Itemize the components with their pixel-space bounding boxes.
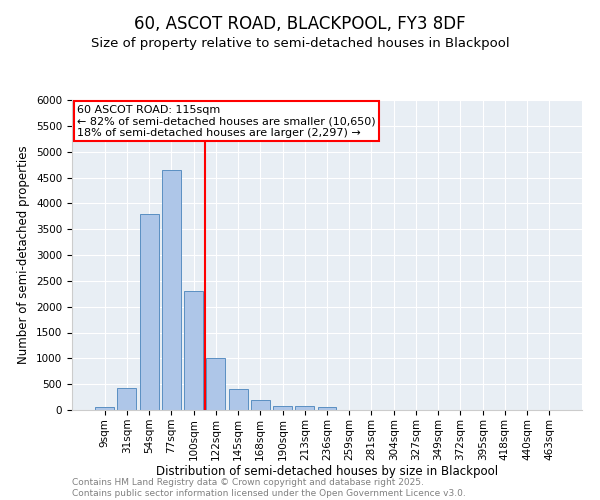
Bar: [162, 170, 181, 410]
Text: Size of property relative to semi-detached houses in Blackpool: Size of property relative to semi-detach…: [91, 38, 509, 51]
Y-axis label: Number of semi-detached properties: Number of semi-detached properties: [17, 146, 31, 364]
Bar: [251, 400, 270, 410]
Bar: [273, 406, 292, 410]
X-axis label: Distribution of semi-detached houses by size in Blackpool: Distribution of semi-detached houses by …: [156, 466, 498, 478]
Text: 60, ASCOT ROAD, BLACKPOOL, FY3 8DF: 60, ASCOT ROAD, BLACKPOOL, FY3 8DF: [134, 15, 466, 33]
Bar: [206, 358, 225, 410]
Bar: [118, 388, 136, 410]
Text: Contains HM Land Registry data © Crown copyright and database right 2025.
Contai: Contains HM Land Registry data © Crown c…: [72, 478, 466, 498]
Bar: [95, 408, 114, 410]
Bar: [295, 406, 314, 410]
Bar: [317, 407, 337, 410]
Text: 60 ASCOT ROAD: 115sqm
← 82% of semi-detached houses are smaller (10,650)
18% of : 60 ASCOT ROAD: 115sqm ← 82% of semi-deta…: [77, 104, 376, 138]
Bar: [140, 214, 158, 410]
Bar: [229, 389, 248, 410]
Bar: [184, 291, 203, 410]
